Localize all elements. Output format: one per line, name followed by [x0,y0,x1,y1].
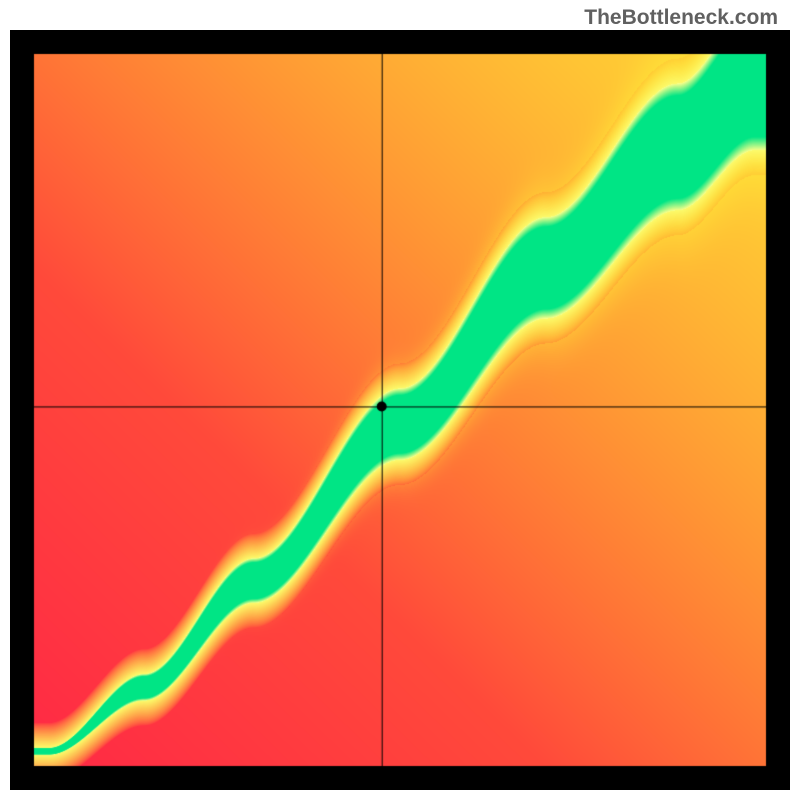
heatmap-plot [10,30,790,795]
chart-container: TheBottleneck.com [0,0,800,800]
attribution-text: TheBottleneck.com [584,6,778,30]
